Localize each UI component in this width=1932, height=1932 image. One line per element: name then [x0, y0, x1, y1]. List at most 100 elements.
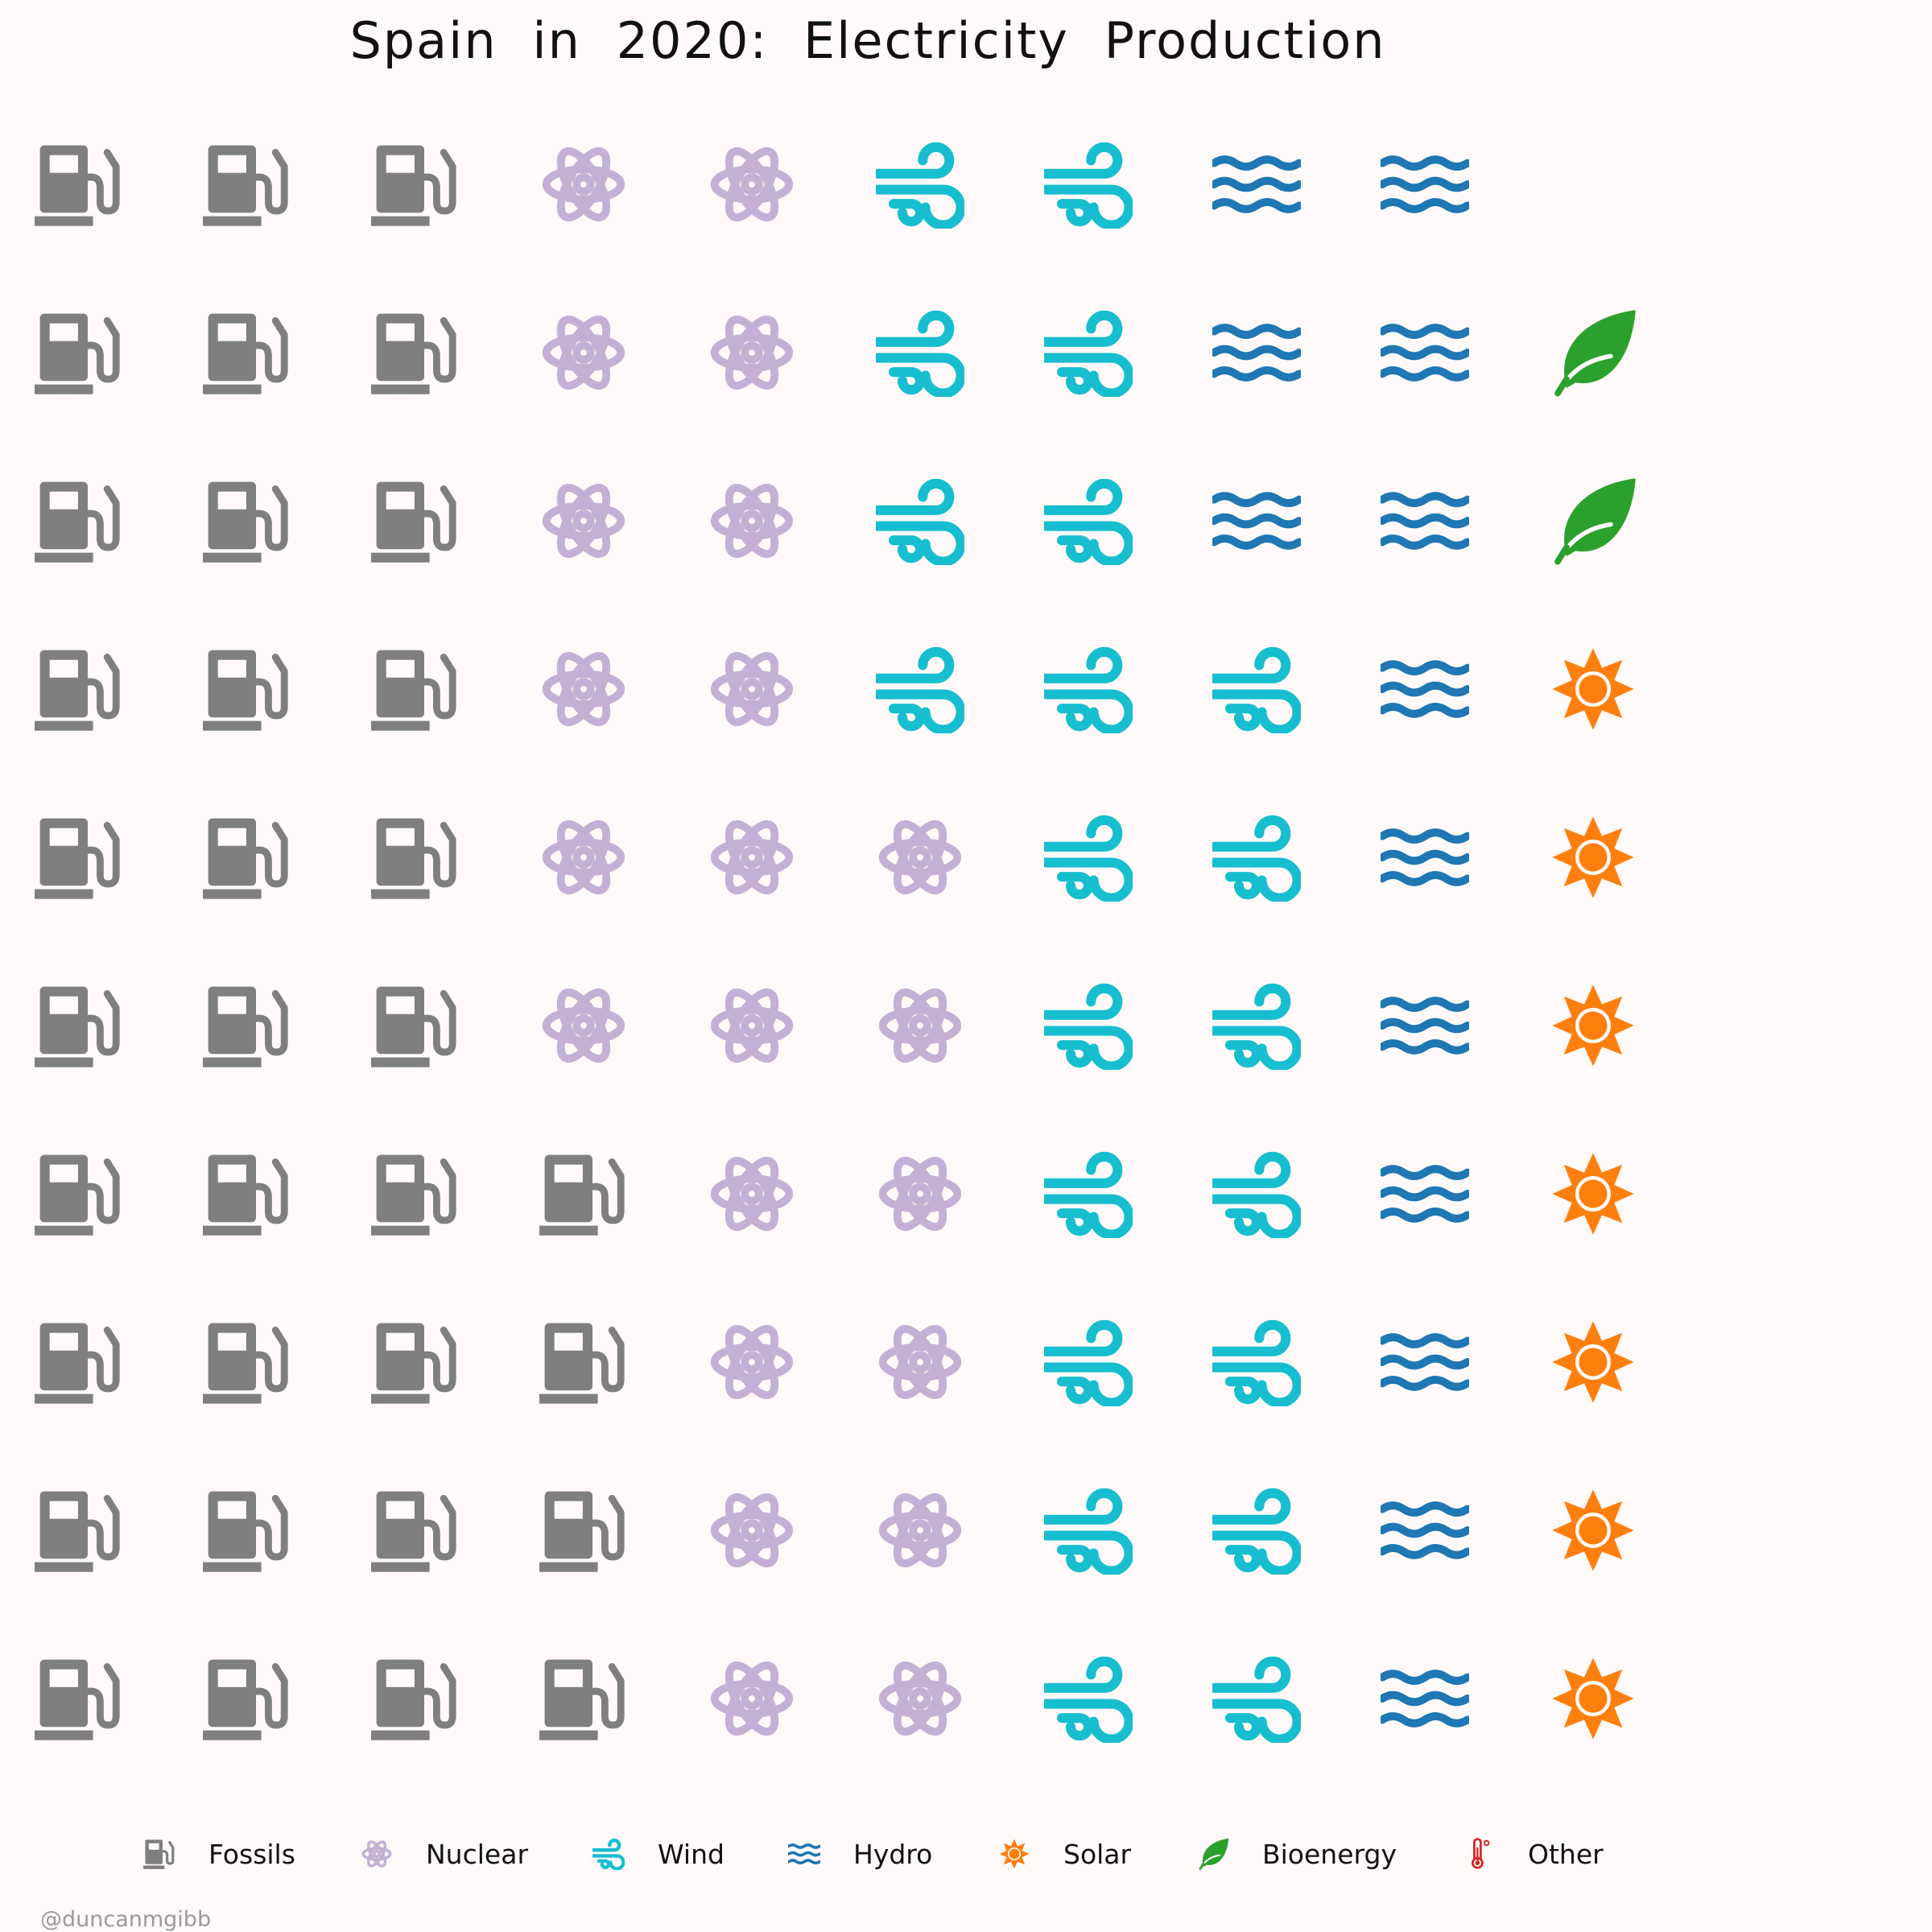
waffle-cell-hydro	[1382, 1169, 1468, 1219]
waffle-cell-fossils	[35, 1492, 116, 1572]
waffle-cell-solar	[1552, 1657, 1634, 1740]
legend-label-solar: Solar	[1063, 1839, 1132, 1870]
legend-label-other: Other	[1528, 1839, 1604, 1870]
legend-label-hydro: Hydro	[853, 1839, 932, 1870]
waffle-cell-fossils	[371, 819, 452, 899]
waffle-cell-hydro	[1214, 328, 1299, 378]
waffle-cell-bioenergy	[1558, 478, 1636, 561]
waffle-cell-solar	[1552, 985, 1634, 1067]
waffle-cell-fossils	[35, 987, 116, 1067]
waffle-cell-fossils	[539, 1323, 621, 1404]
waffle-cell-nuclear	[547, 145, 621, 225]
waffle-cell-solar	[1552, 816, 1634, 898]
waffle-cell-wind	[1046, 820, 1129, 898]
waffle-cell-hydro	[1214, 159, 1299, 209]
sun-icon	[999, 1839, 1030, 1869]
water-icon	[788, 1843, 820, 1864]
waffle-cell-nuclear	[547, 818, 621, 898]
waffle-cell-hydro	[1382, 159, 1468, 209]
waffle-cell-wind	[1046, 1662, 1129, 1740]
legend-label-fossils: Fossils	[208, 1839, 295, 1870]
waffle-cell-nuclear	[883, 986, 957, 1066]
thermometer-icon	[1472, 1838, 1490, 1869]
waffle-cell-fossils	[539, 1155, 621, 1236]
waffle-cell-fossils	[539, 1492, 621, 1572]
waffle-cell-nuclear	[715, 1154, 789, 1234]
waffle-cell-fossils	[371, 1323, 452, 1404]
waffle-cell-fossils	[35, 1660, 116, 1740]
waffle-cell-wind	[1046, 1325, 1129, 1403]
waffle-cell-fossils	[203, 146, 284, 226]
waffle-cell-fossils	[371, 1155, 452, 1236]
waffle-cell-nuclear	[547, 650, 621, 729]
waffle-cell-nuclear	[715, 986, 789, 1066]
waffle-cell-fossils	[35, 146, 116, 226]
waffle-cell-hydro	[1382, 1505, 1468, 1555]
waffle-cell-nuclear	[883, 1659, 957, 1739]
waffle-cell-solar	[1552, 1153, 1634, 1235]
legend-item-other: Other	[1472, 1838, 1604, 1870]
waffle-cell-wind	[1046, 652, 1129, 730]
waffle-cell-wind	[877, 147, 960, 225]
waffle-cell-fossils	[35, 1155, 116, 1236]
waffle-cell-hydro	[1382, 1674, 1468, 1724]
waffle-cell-fossils	[203, 482, 284, 563]
waffle-cell-fossils	[203, 1323, 284, 1404]
waffle-cell-wind	[1214, 652, 1297, 730]
waffle-cell-hydro	[1382, 328, 1468, 378]
atom-icon	[361, 1838, 392, 1870]
waffle-cell-solar	[1552, 1321, 1634, 1403]
waffle-cell-nuclear	[715, 145, 789, 225]
waffle-cell-fossils	[203, 987, 284, 1067]
waffle-cell-fossils	[35, 482, 116, 563]
waffle-grid	[35, 145, 1636, 1740]
waffle-cell-fossils	[35, 1323, 116, 1404]
legend-item-wind: Wind	[593, 1839, 724, 1870]
legend-label-bioenergy: Bioenergy	[1262, 1839, 1397, 1870]
legend-label-nuclear: Nuclear	[426, 1839, 528, 1870]
waffle-cell-nuclear	[715, 313, 789, 393]
waffle-cell-fossils	[203, 1492, 284, 1572]
waffle-cell-wind	[1214, 1325, 1297, 1403]
legend-item-fossils: Fossils	[143, 1838, 295, 1870]
waffle-cell-fossils	[203, 1660, 284, 1740]
waffle-cell-solar	[1552, 648, 1634, 730]
waffle-cell-fossils	[371, 482, 452, 563]
legend-item-nuclear: Nuclear	[361, 1838, 528, 1870]
waffle-cell-wind	[1214, 1662, 1297, 1740]
waffle-cell-hydro	[1382, 496, 1468, 546]
waffle-cell-nuclear	[715, 1323, 789, 1402]
waffle-cell-nuclear	[883, 818, 957, 898]
waffle-cell-hydro	[1382, 1001, 1468, 1051]
waffle-cell-fossils	[371, 146, 452, 226]
waffle-cell-hydro	[1382, 832, 1468, 882]
waffle-cell-wind	[1046, 1493, 1129, 1571]
credit-text: @duncanmgibb	[40, 1907, 211, 1932]
waffle-cell-fossils	[203, 1155, 284, 1236]
waffle-cell-nuclear	[715, 1659, 789, 1739]
waffle-cell-wind	[877, 316, 960, 394]
legend-item-solar: Solar	[999, 1839, 1132, 1870]
legend-label-wind: Wind	[658, 1839, 724, 1870]
legend-item-hydro: Hydro	[788, 1839, 932, 1870]
waffle-cell-wind	[1046, 484, 1129, 562]
waffle-cell-hydro	[1214, 496, 1299, 546]
waffle-cell-nuclear	[547, 313, 621, 393]
waffle-cell-hydro	[1382, 664, 1468, 714]
waffle-cell-nuclear	[715, 650, 789, 729]
waffle-cell-wind	[1214, 1493, 1297, 1571]
waffle-cell-wind	[877, 652, 960, 730]
leaf-icon	[1199, 1838, 1229, 1870]
waffle-cell-fossils	[371, 1492, 452, 1572]
chart-title: Spain in 2020: Electricity Production	[349, 11, 1385, 70]
waffle-cell-nuclear	[883, 1323, 957, 1402]
waffle-cell-wind	[1046, 147, 1129, 225]
waffle-cell-fossils	[203, 314, 284, 394]
waffle-cell-nuclear	[715, 481, 789, 561]
waffle-cell-nuclear	[547, 481, 621, 561]
waffle-cell-fossils	[203, 650, 284, 731]
waffle-cell-fossils	[371, 650, 452, 731]
waffle-cell-fossils	[203, 819, 284, 899]
waffle-cell-wind	[1046, 316, 1129, 394]
